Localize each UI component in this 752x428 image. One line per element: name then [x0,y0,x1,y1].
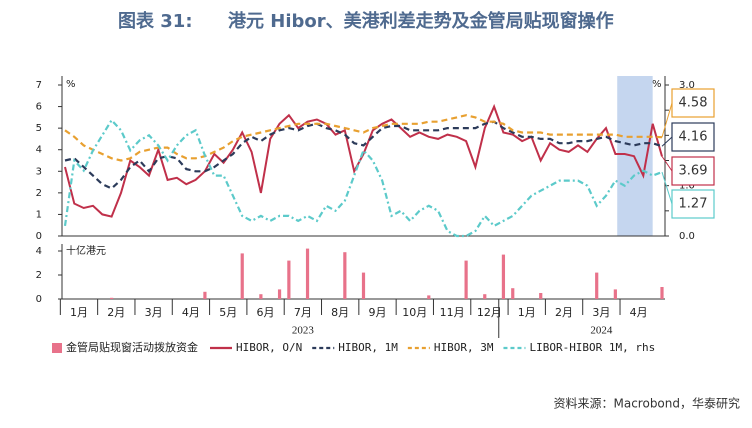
bar [539,293,543,299]
x-tick-label: 8月 [331,306,349,319]
line-series [64,103,663,218]
bar [343,252,347,299]
bar [277,289,282,299]
legend-label: LIBOR-HIBOR 1M, rhs [529,341,655,354]
x-tick-label: 11月 [440,306,465,319]
x-tick-label: 5月 [219,306,237,319]
bar [361,272,366,299]
bar [110,297,114,299]
value-label: 4.16 [679,130,708,145]
y2-tick-label: 0.0 [679,231,695,242]
bar [501,254,506,299]
y-tick-label: 0 [36,231,42,242]
bar [203,291,207,299]
x-tick-label: 4月 [630,306,648,319]
x-tick-label: 2月 [107,306,125,319]
line-series [63,118,663,238]
x-group-label: 2023 [292,325,315,337]
x-tick-label: 12月 [477,306,502,319]
value-label: 3.69 [679,164,708,179]
y-tick-label: 7 [36,80,42,91]
legend-swatch [52,343,62,353]
y-axis-unit: % [66,79,76,90]
x-tick-label: 6月 [257,306,275,319]
y-tick-label: 1 [36,209,42,220]
chart-title-label: 图表 31: [118,10,193,32]
bar [240,253,244,299]
y2-tick-label: 3.0 [679,80,695,91]
bar-y-tick-label: 2 [36,270,42,281]
bar-axis-unit: 十亿港元 [66,244,106,257]
x-tick-label: 9月 [368,306,386,319]
legend-label: HIBOR, 3M [434,341,494,354]
bar [427,295,431,299]
callout-box [671,122,715,152]
callout-leader [661,102,673,138]
bar [287,260,291,299]
legend-label: 金管局贴现窗活动拨放资金 [66,340,198,354]
bar [483,294,487,299]
value-label: 1.27 [679,197,708,212]
x-tick-label: 1月 [518,306,536,319]
callout-box [671,88,715,118]
x-tick-label: 2月 [555,306,573,319]
y-tick-label: 6 [36,102,42,113]
bar [305,248,310,299]
line-series [64,114,663,162]
legend-label: HIBOR, 1M [338,341,398,354]
y2-axis-unit: % [652,79,662,90]
y-tick-label: 4 [36,145,42,156]
legend-label: HIBOR, O/N [236,341,302,354]
x-tick-label: 1月 [70,306,88,319]
callout-box [671,156,715,186]
bar [464,260,468,299]
bar-y-tick-label: 0 [36,294,42,305]
y-tick-label: 2 [36,188,42,199]
callout-leader [661,136,673,147]
x-group-label: 2024 [590,325,613,337]
callout-leader [661,171,673,205]
chart-title: 港元 Hibor、美港利差走势及金管局贴现窗操作 [228,10,614,32]
bar [595,272,599,299]
callout-leader [661,156,673,172]
bar [613,289,617,299]
x-tick-label: 10月 [402,306,427,319]
x-tick-label: 3月 [592,306,610,319]
x-tick-label: 3月 [145,306,163,319]
value-label: 4.58 [679,96,708,111]
y-tick-label: 5 [36,123,42,134]
x-tick-label: 7月 [294,306,312,319]
source-note: 资料来源：Macrobond，华泰研究 [554,396,741,411]
x-tick-label: 4月 [182,306,200,319]
bar [259,294,263,299]
y2-tick-label: 1.0 [679,181,695,192]
y-tick-label: 3 [36,166,42,177]
bar [660,287,664,299]
bar [511,288,515,299]
bar-y-tick-label: 4 [36,246,42,257]
callout-box [671,189,715,219]
